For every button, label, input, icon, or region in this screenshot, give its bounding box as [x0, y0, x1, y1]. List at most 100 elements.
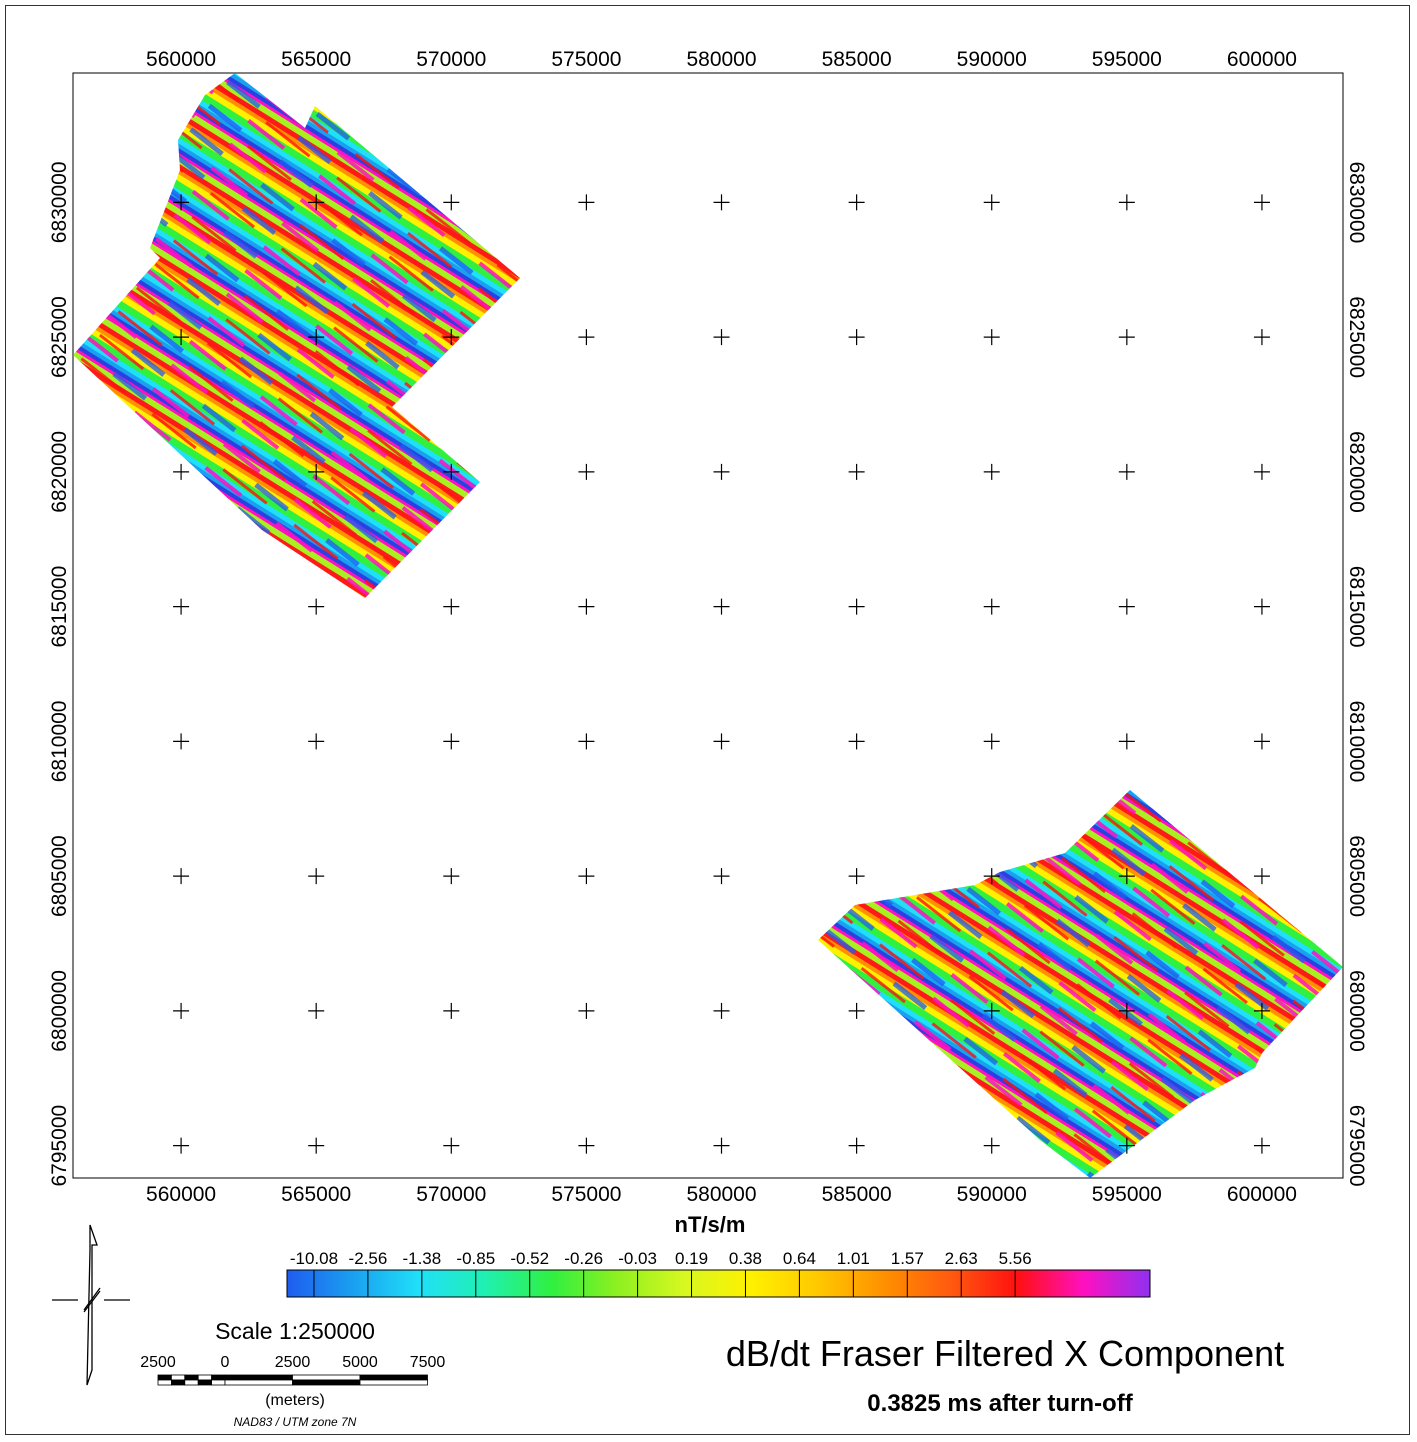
x-tick-label: 585000 [822, 1183, 892, 1206]
grid-cross [443, 1002, 460, 1019]
grid-cross [713, 868, 730, 885]
y-tick-label: 6830000 [48, 161, 71, 243]
grid-cross [443, 868, 460, 885]
grid-cross [173, 733, 190, 750]
grid-cross [308, 868, 325, 885]
map-subtitle: 0.3825 ms after turn-off [867, 1390, 1133, 1417]
y-tick-label: 6805000 [48, 835, 71, 917]
y-tick-label: 6795000 [48, 1105, 71, 1187]
grid-cross [308, 194, 325, 211]
grid-cross [173, 329, 190, 346]
survey-data-layer [73, 73, 1343, 1178]
y-tick-label: 6820000 [48, 431, 71, 513]
map-title: dB/dt Fraser Filtered X Component [725, 1333, 1285, 1374]
grid-cross [713, 463, 730, 480]
legend-label: -0.03 [618, 1249, 657, 1268]
x-tick-label: 600000 [1227, 1183, 1297, 1206]
grid-cross [1118, 1002, 1135, 1019]
grid-cross [308, 329, 325, 346]
grid-cross [713, 1002, 730, 1019]
grid-cross [578, 598, 595, 615]
grid-cross [443, 329, 460, 346]
legend-label: 1.01 [837, 1249, 870, 1268]
grid-cross [848, 1137, 865, 1154]
grid-cross [713, 733, 730, 750]
x-tick-label: 565000 [281, 48, 351, 71]
legend-label: 5.56 [999, 1249, 1032, 1268]
y-tick-label: 6815000 [48, 566, 71, 648]
scale-tick-label: 7500 [410, 1354, 446, 1371]
grid-cross [308, 463, 325, 480]
x-tick-label: 560000 [146, 1183, 216, 1206]
x-tick-label: 570000 [416, 1183, 486, 1206]
scale-bar: 2500 0 2500 5000 7500 [140, 1354, 446, 1386]
grid-cross [443, 1137, 460, 1154]
grid-cross [848, 598, 865, 615]
legend-label: -0.85 [456, 1249, 495, 1268]
x-tick-label: 565000 [281, 1183, 351, 1206]
grid-cross [1253, 1002, 1270, 1019]
legend-label: -0.26 [564, 1249, 603, 1268]
grid-cross [848, 329, 865, 346]
grid-cross [578, 194, 595, 211]
grid-cross [578, 1137, 595, 1154]
grid-cross [578, 329, 595, 346]
legend-label: 1.57 [891, 1249, 924, 1268]
scale-tick-label: 0 [221, 1354, 230, 1371]
grid-cross [173, 598, 190, 615]
grid-cross [983, 733, 1000, 750]
x-tick-label: 575000 [551, 1183, 621, 1206]
grid-cross [1253, 463, 1270, 480]
y-tick-label: 6795000 [1345, 1105, 1368, 1187]
grid-cross [983, 329, 1000, 346]
grid-cross [173, 1002, 190, 1019]
x-tick-label: 575000 [551, 48, 621, 71]
grid-cross [308, 1002, 325, 1019]
grid-cross [443, 463, 460, 480]
y-tick-label: 6820000 [1345, 431, 1368, 513]
legend-label: -2.56 [349, 1249, 388, 1268]
grid-cross [713, 598, 730, 615]
grid-cross [443, 194, 460, 211]
grid-cross [1118, 868, 1135, 885]
grid-cross [1253, 329, 1270, 346]
grid-cross [713, 194, 730, 211]
grid-cross [308, 598, 325, 615]
x-axis-labels-top: 560000 565000 570000 575000 580000 585000 5900… [146, 48, 1297, 71]
x-tick-label: 570000 [416, 48, 486, 71]
grid-cross [848, 194, 865, 211]
grid-cross [1118, 329, 1135, 346]
y-tick-label: 6805000 [1345, 835, 1368, 917]
x-tick-label: 585000 [822, 48, 892, 71]
grid-crosses [173, 194, 1270, 1154]
grid-cross [578, 733, 595, 750]
scale-tick-label: 2500 [275, 1354, 311, 1371]
grid-cross [173, 1137, 190, 1154]
color-legend: -10.08 -2.56 -1.38 -0.85 -0.52 -0.26 -0.03 0.19… [286, 1249, 1151, 1298]
grid-cross [578, 463, 595, 480]
x-tick-label: 580000 [686, 1183, 756, 1206]
grid-cross [848, 733, 865, 750]
projection-label: NAD83 / UTM zone 7N [233, 1415, 357, 1429]
x-tick-label: 560000 [146, 48, 216, 71]
x-tick-label: 595000 [1092, 1183, 1162, 1206]
y-tick-label: 6810000 [1345, 701, 1368, 783]
x-tick-label: 590000 [957, 48, 1027, 71]
grid-cross [308, 1137, 325, 1154]
legend-units-label: nT/s/m [674, 1212, 746, 1237]
north-arrow [52, 1224, 130, 1386]
scale-label: Scale 1:250000 [215, 1318, 375, 1344]
grid-cross [848, 1002, 865, 1019]
y-axis-labels-right: 6830000 6825000 6820000 6815000 6810000 68050… [1345, 161, 1368, 1186]
page-frame [5, 5, 1410, 1435]
x-tick-label: 580000 [686, 48, 756, 71]
y-axis-labels-left: 6830000 6825000 6820000 6815000 6810000 68050… [48, 161, 71, 1186]
grid-cross [173, 868, 190, 885]
legend-label: -10.08 [290, 1249, 338, 1268]
y-tick-label: 6800000 [1345, 970, 1368, 1052]
legend-label: -0.52 [510, 1249, 549, 1268]
grid-cross [443, 733, 460, 750]
grid-cross [1253, 868, 1270, 885]
legend-label: -1.38 [402, 1249, 441, 1268]
